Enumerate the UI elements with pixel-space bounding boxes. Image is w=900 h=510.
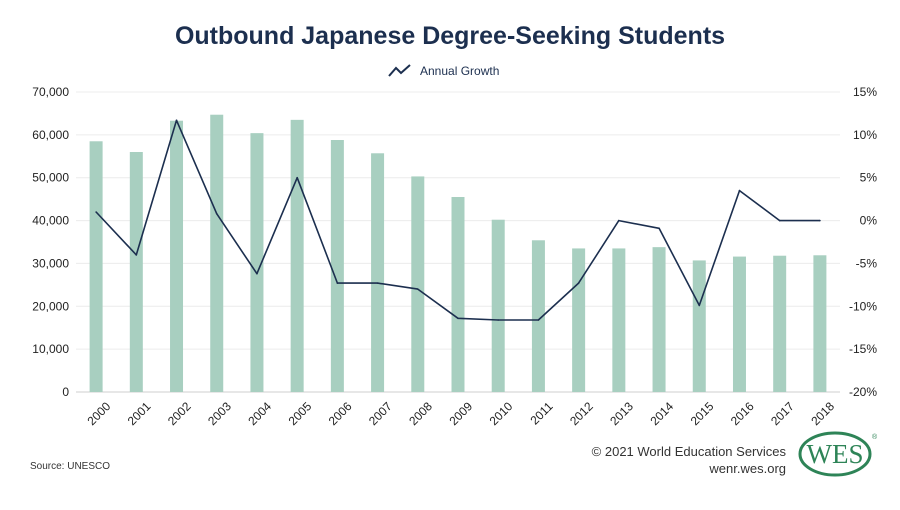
x-axis-tick-label: 2013 <box>607 399 636 428</box>
right-axis-tick-label: -15% <box>849 342 877 356</box>
x-axis-tick-label: 2016 <box>728 399 757 428</box>
growth-point <box>95 211 97 213</box>
growth-point <box>296 176 298 179</box>
right-axis-tick-label: -10% <box>849 299 877 313</box>
bar <box>531 240 545 392</box>
growth-point <box>336 282 339 284</box>
bar-series <box>89 114 827 392</box>
growth-point <box>376 282 379 284</box>
bar <box>371 153 385 392</box>
bar <box>250 133 264 392</box>
source-note: Source: UNESCO <box>30 461 111 472</box>
left-axis-tick-label: 30,000 <box>32 256 69 270</box>
website-text: wenr.wes.org <box>709 461 786 476</box>
x-axis-tick-label: 2012 <box>567 399 596 428</box>
bar <box>129 152 143 392</box>
x-axis-tick-label: 2015 <box>688 399 717 428</box>
left-axis-tick-label: 60,000 <box>32 128 69 142</box>
legend-line-icon <box>388 64 411 77</box>
x-axis-tick-label: 2003 <box>205 399 234 428</box>
bar <box>89 141 103 392</box>
growth-point <box>215 212 218 215</box>
bar <box>572 248 586 392</box>
right-axis-tick-label: 10% <box>853 128 877 142</box>
x-axis-tick-label: 2005 <box>286 399 315 428</box>
x-axis-tick-label: 2001 <box>125 399 154 428</box>
bar <box>290 119 304 392</box>
growth-point <box>256 272 258 275</box>
growth-point <box>778 219 781 222</box>
growth-point <box>819 219 821 222</box>
x-axis-tick-label: 2011 <box>527 399 555 427</box>
x-axis-tick-label: 2014 <box>647 399 676 428</box>
bar <box>491 219 505 392</box>
svg-text:WES: WES <box>807 439 864 469</box>
chart-title: Outbound Japanese Degree-Seeking Student… <box>174 22 726 50</box>
left-axis-ticks: 0 10,000 20,000 30,000 40,000 50,000 60,000 70,… <box>32 85 69 399</box>
bar <box>612 248 626 392</box>
left-axis-tick-label: 20,000 <box>32 299 69 313</box>
growth-point <box>577 282 580 284</box>
bar <box>170 120 184 392</box>
bar <box>813 255 827 392</box>
legend-label: Annual Growth <box>420 64 500 78</box>
growth-point <box>416 288 419 290</box>
growth-point <box>738 189 741 192</box>
x-axis-tick-label: 2006 <box>326 399 355 428</box>
right-axis-tick-label: -20% <box>849 385 877 399</box>
x-axis-tick-label: 2002 <box>165 399 194 428</box>
x-axis-tick-label: 2007 <box>366 399 395 428</box>
right-axis-tick-label: 0% <box>860 214 878 228</box>
growth-line-series <box>95 119 821 321</box>
bar <box>652 247 666 392</box>
growth-point <box>698 304 701 307</box>
growth-point <box>457 317 459 320</box>
left-axis-tick-label: 10,000 <box>32 342 69 356</box>
x-axis-tick-label: 2010 <box>487 399 516 428</box>
bar <box>732 256 746 392</box>
left-axis-tick-label: 40,000 <box>32 214 69 228</box>
x-axis-tick-label: 2000 <box>85 399 114 428</box>
right-axis-ticks: -20% -15% -10% -5% 0% 5% 10% 15% <box>849 85 877 399</box>
x-axis-tick-label: 2004 <box>245 399 274 428</box>
bar <box>411 176 425 392</box>
bar <box>451 197 465 392</box>
left-axis-tick-label: 70,000 <box>32 85 69 99</box>
growth-point <box>175 119 178 122</box>
x-axis-tick-label: 2008 <box>406 399 435 428</box>
wes-logo: WES ® <box>798 431 878 477</box>
right-axis-tick-label: 15% <box>853 85 877 99</box>
growth-point <box>537 319 540 321</box>
growth-point <box>497 319 500 321</box>
right-axis-tick-label: -5% <box>856 256 878 270</box>
left-axis-tick-label: 50,000 <box>32 171 69 185</box>
x-axis-tick-label: 2009 <box>446 399 475 428</box>
svg-text:®: ® <box>872 433 878 441</box>
growth-point <box>135 254 138 256</box>
x-axis-tick-label: 2017 <box>768 399 797 428</box>
x-axis-ticks: 2000 2001 2002 2003 2004 2005 2006 2007 2008 2009… <box>85 399 838 428</box>
bar <box>692 260 706 392</box>
bar <box>330 140 344 392</box>
legend: Annual Growth <box>388 62 499 80</box>
bar <box>210 114 224 392</box>
right-axis-tick-label: 5% <box>860 171 878 185</box>
chart-area: 0 10,000 20,000 30,000 40,000 50,000 60,000 70,… <box>32 85 877 428</box>
copyright-text: © 2021 World Education Services <box>591 444 786 459</box>
growth-point <box>618 219 620 222</box>
growth-point <box>658 227 660 230</box>
left-axis-tick-label: 0 <box>62 385 69 399</box>
bar <box>773 255 787 392</box>
x-axis-tick-label: 2018 <box>808 399 837 428</box>
copyright-block: © 2021 World Education Services wenr.wes… <box>592 443 786 477</box>
